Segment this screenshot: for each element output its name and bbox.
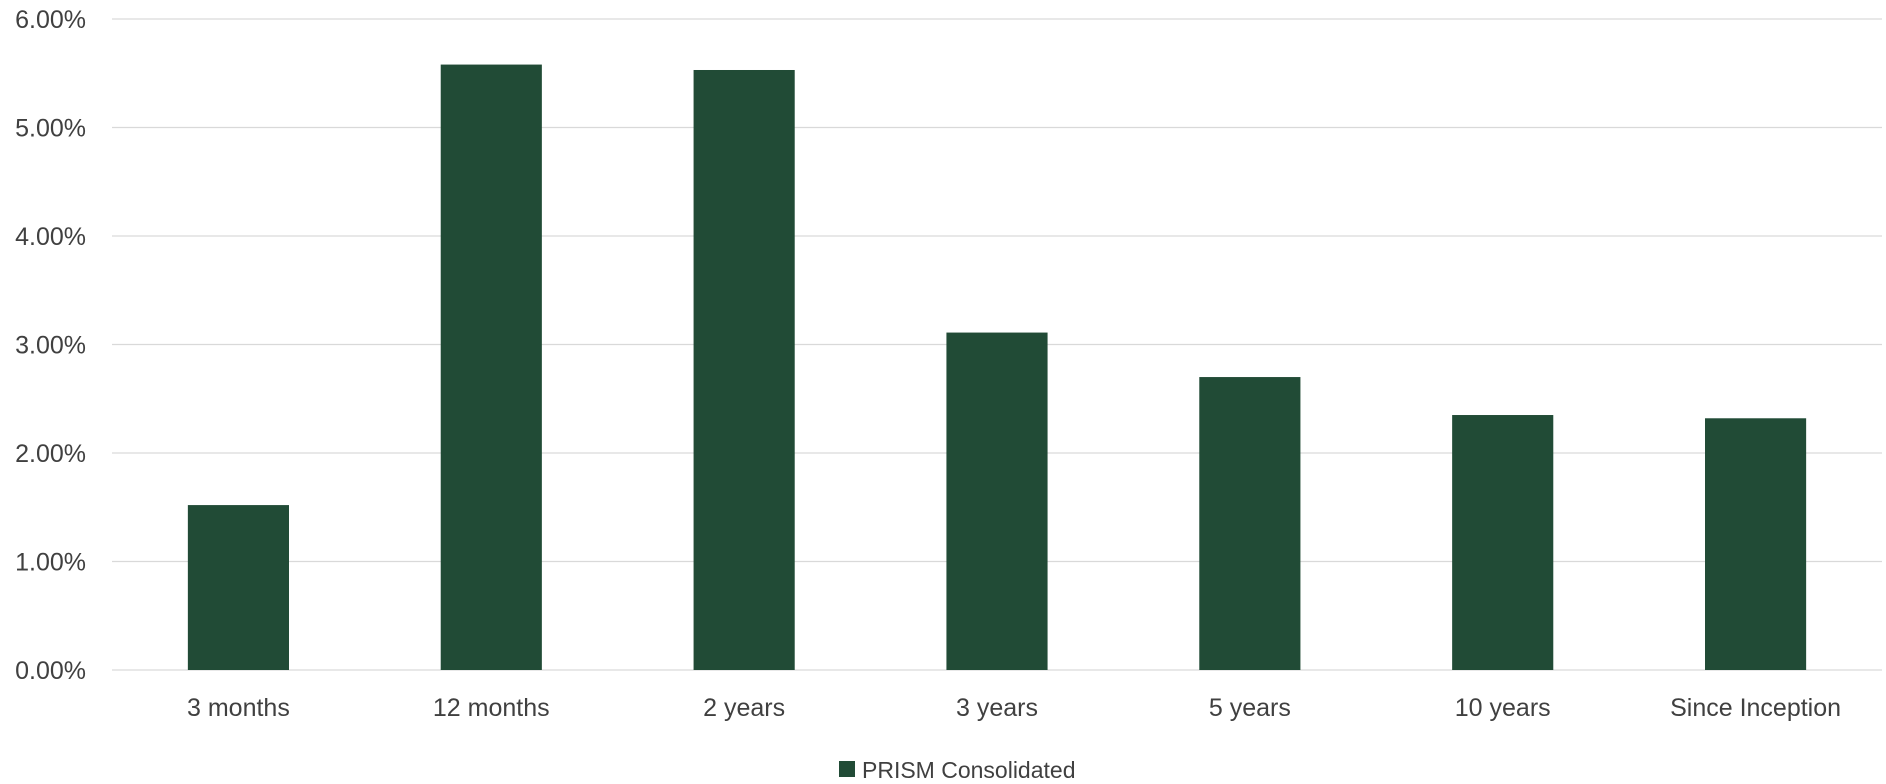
- x-tick-label: 5 years: [1209, 694, 1291, 722]
- legend-label: PRISM Consolidated: [862, 757, 1076, 783]
- y-tick-label: 6.00%: [15, 6, 86, 34]
- y-tick-label: 5.00%: [15, 115, 86, 143]
- x-tick-label: Since Inception: [1670, 694, 1841, 722]
- y-tick-label: 0.00%: [15, 657, 86, 685]
- x-axis: 3 months 12 months 2 years 3 years 5 years 10…: [187, 694, 1841, 722]
- bar: [1705, 418, 1807, 670]
- bar: [946, 332, 1048, 670]
- bar: [187, 505, 289, 670]
- x-tick-label: 3 months: [187, 694, 290, 722]
- x-tick-label: 3 years: [956, 694, 1038, 722]
- x-tick-label: 12 months: [433, 694, 550, 722]
- legend-swatch: [839, 761, 855, 777]
- bars: [187, 64, 1807, 671]
- y-tick-label: 1.00%: [15, 549, 86, 577]
- bar: [693, 69, 795, 671]
- y-axis: 0.00% 1.00% 2.00% 3.00% 4.00% 5.00% 6.00%: [15, 6, 86, 685]
- x-tick-label: 2 years: [703, 694, 785, 722]
- y-tick-label: 2.00%: [15, 440, 86, 468]
- y-tick-label: 4.00%: [15, 223, 86, 251]
- x-tick-label: 10 years: [1455, 694, 1551, 722]
- y-tick-label: 3.00%: [15, 332, 86, 360]
- bar: [1452, 415, 1554, 670]
- bar: [440, 64, 542, 670]
- bar: [1199, 377, 1301, 670]
- legend: PRISM Consolidated: [839, 757, 1076, 783]
